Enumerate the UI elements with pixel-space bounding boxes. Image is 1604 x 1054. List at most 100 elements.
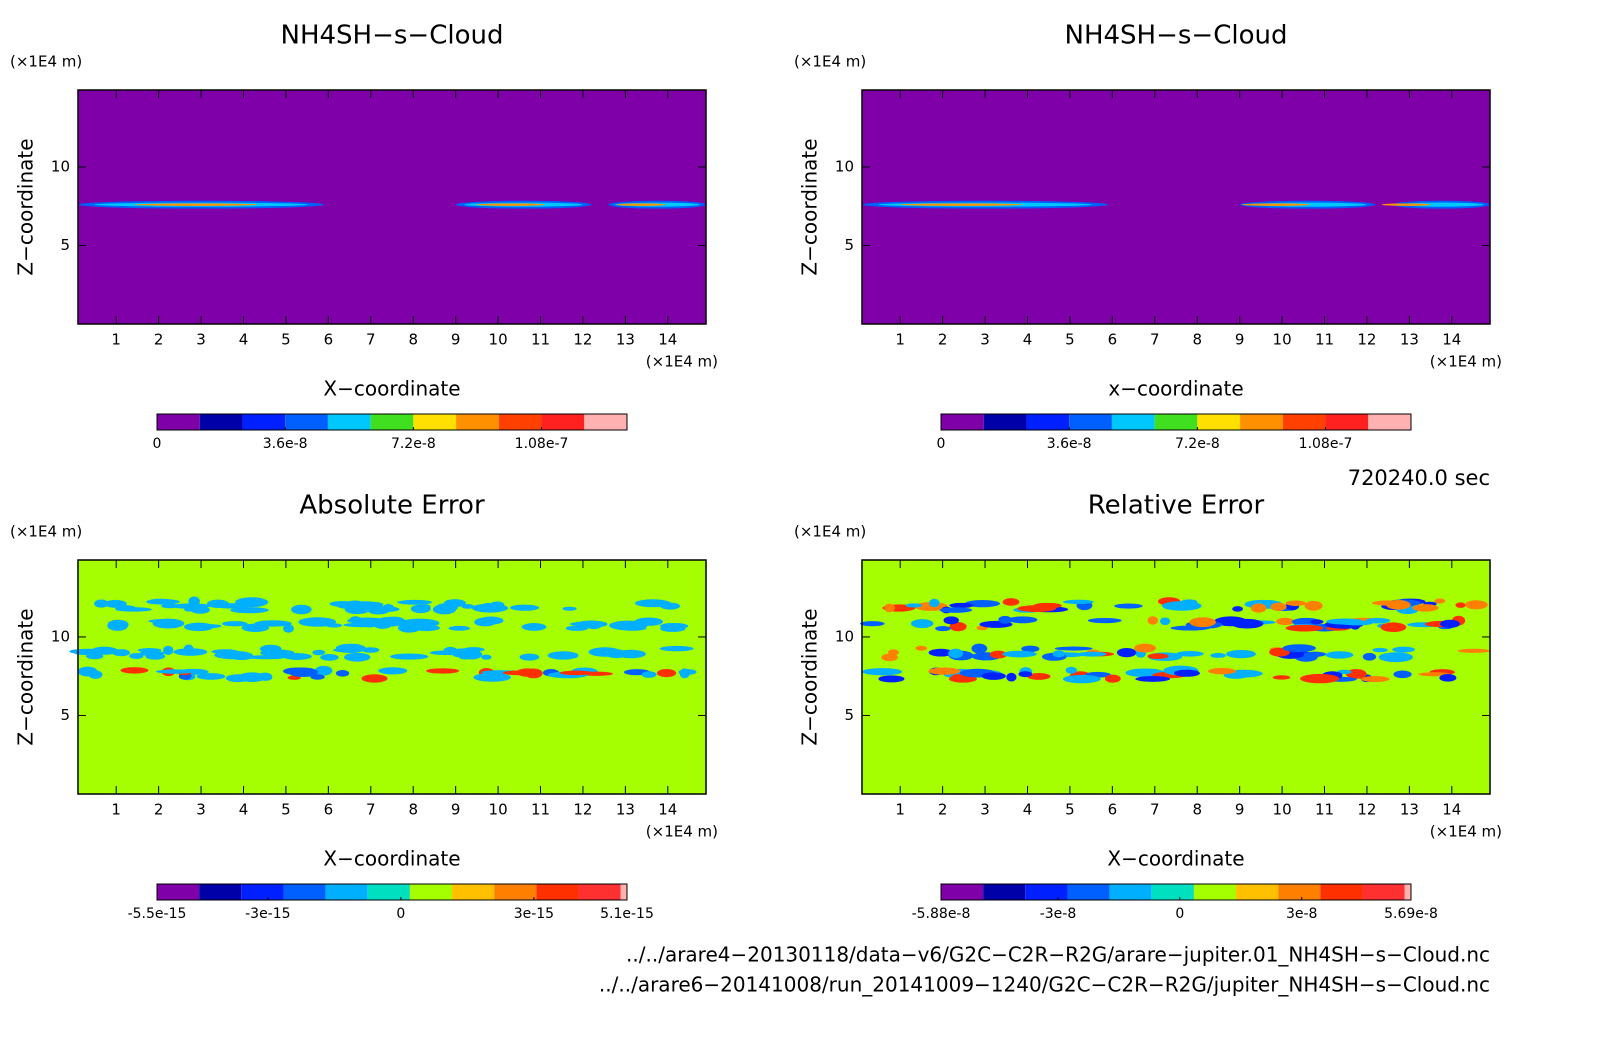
x-tick-label: 1: [895, 801, 905, 819]
y-axis-label: Z−coordinate: [798, 608, 822, 745]
contour-feature: [471, 603, 509, 613]
colorbar-swatch: [241, 884, 284, 900]
contour-feature: [310, 674, 325, 680]
contour-feature: [207, 599, 229, 609]
x-tick-label: 12: [1357, 331, 1376, 349]
contour-feature: [361, 621, 377, 628]
contour-feature: [183, 622, 214, 632]
x-tick-label: 13: [1400, 801, 1419, 819]
contour-feature: [1135, 676, 1171, 682]
contour-feature: [137, 648, 162, 653]
x-tick-label: 2: [154, 331, 164, 349]
contour-feature: [448, 625, 471, 631]
contour-feature: [1285, 624, 1324, 632]
time-label: 720240.0 sec: [1348, 466, 1490, 490]
contour-feature: [619, 624, 640, 630]
x-tick-label: 10: [1273, 331, 1292, 349]
x-tick-label: 12: [1357, 801, 1376, 819]
x-tick-label: 8: [408, 331, 418, 349]
colorbar-swatch: [367, 884, 410, 900]
contour-feature: [914, 601, 948, 611]
colorbar-swatch: [983, 414, 1027, 430]
colorbar-swatch: [1026, 414, 1070, 430]
contour-feature: [77, 666, 98, 677]
contour-feature: [1455, 602, 1466, 608]
contour-feature: [129, 652, 144, 659]
colorbar-swatch: [1193, 884, 1237, 900]
y-tick-label: 10: [835, 627, 854, 645]
contour-feature: [1147, 616, 1159, 625]
contour-feature: [899, 203, 1023, 206]
contour-feature: [246, 655, 287, 660]
x-axis-label: x−coordinate: [1108, 377, 1243, 401]
colorbar-swatch: [283, 884, 326, 900]
contour-feature: [344, 600, 366, 610]
colorbar-swatch: [983, 884, 1026, 900]
contour-feature: [1062, 599, 1094, 605]
x-tick-label: 11: [1315, 801, 1334, 819]
colorbar-swatch: [620, 884, 627, 900]
y-axis-label: Z−coordinate: [798, 138, 822, 275]
colorbar-frame: [940, 883, 1412, 901]
contour-feature: [1007, 616, 1038, 624]
x-tick-label: 14: [658, 801, 677, 819]
contour-feature: [502, 670, 537, 676]
contour-feature: [419, 604, 431, 611]
contour-feature: [1052, 650, 1065, 658]
y-tick-label: 10: [835, 157, 854, 175]
x-tick-label: 14: [1442, 801, 1461, 819]
contour-feature: [1065, 666, 1077, 674]
x-tick-label: 6: [324, 331, 334, 349]
contour-feature: [412, 624, 440, 632]
x-tick-label: 14: [658, 331, 677, 349]
contour-feature: [196, 673, 226, 680]
contour-feature: [1392, 646, 1415, 653]
colorbar-tick-label: 3.6e-8: [263, 436, 308, 452]
contour-feature: [1434, 598, 1446, 604]
colorbar-swatch: [327, 414, 371, 430]
colorbar-swatch: [1236, 884, 1279, 900]
x-tick-label: 13: [616, 801, 635, 819]
x-tick-label: 5: [1065, 801, 1075, 819]
contour-feature: [1439, 674, 1457, 682]
contour-feature: [259, 644, 282, 653]
colorbar-swatch: [541, 414, 585, 430]
contour-feature: [634, 617, 664, 626]
contour-feature: [1147, 653, 1169, 660]
contour-feature: [155, 669, 196, 674]
x-tick-label: 8: [408, 801, 418, 819]
contour-feature: [291, 604, 312, 615]
contour-feature: [569, 621, 599, 627]
x-tick-label: 4: [1023, 801, 1033, 819]
x-tick-label: 13: [1400, 331, 1419, 349]
contour-feature: [929, 598, 940, 608]
chart-title: NH4SH−s−Cloud: [281, 21, 504, 51]
colorbar-swatch: [941, 884, 984, 900]
y-axis-label: Z−coordinate: [14, 608, 38, 745]
colorbar-tick-label: 0: [1175, 906, 1184, 922]
colorbar-tick-label: 0: [153, 436, 162, 452]
chart-title: Absolute Error: [299, 491, 485, 521]
colorbar-swatch: [584, 414, 627, 430]
contour-feature: [1002, 598, 1020, 606]
colorbar-tick-label: -3e-15: [245, 906, 290, 922]
colorbar-tick-label: 0: [396, 906, 405, 922]
colorbar-swatch: [1278, 884, 1321, 900]
plot-frame: [77, 559, 707, 795]
contour-feature: [1077, 651, 1107, 657]
file-path: ../../arare4−20130118/data−v6/G2C−C2R−R2…: [626, 943, 1490, 967]
x-tick-label: 14: [1442, 331, 1461, 349]
colorbar-swatch: [1240, 414, 1283, 430]
contour-feature: [860, 621, 885, 627]
colorbar-tick-label: 3.6e-8: [1047, 436, 1092, 452]
contour-feature: [361, 647, 380, 653]
chart-title: Relative Error: [1088, 491, 1265, 521]
contour-feature: [1398, 202, 1484, 207]
contour-feature: [1017, 605, 1057, 613]
y-unit: (×1E4 m): [794, 523, 866, 541]
x-tick-label: 11: [1315, 331, 1334, 349]
x-tick-label: 9: [451, 801, 461, 819]
colorbar-swatch: [325, 884, 368, 900]
contour-feature: [1371, 600, 1409, 606]
contour-feature: [282, 653, 312, 660]
